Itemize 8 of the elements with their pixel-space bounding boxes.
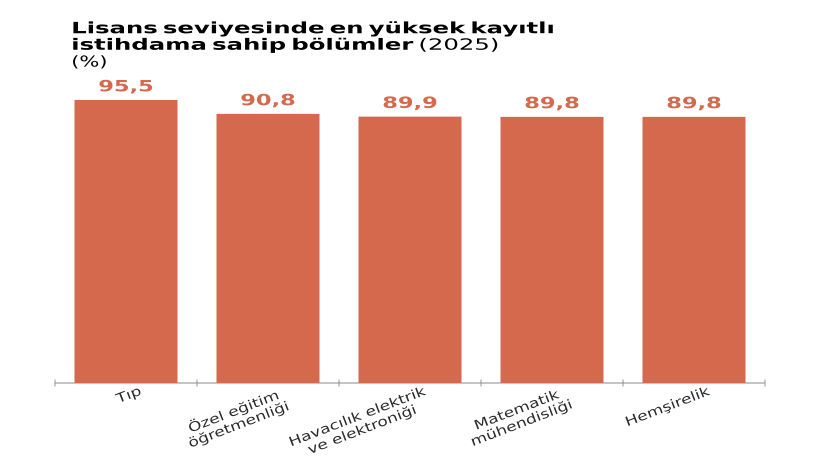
chart-title: Lisans seviyesinde en yüksek kayıtlı istihdama sahip bölümler (2025) bbox=[73, 21, 553, 53]
data-label: 95,5 bbox=[99, 80, 152, 94]
data-label: 90,8 bbox=[241, 94, 294, 108]
x-tick-label: Tıp bbox=[114, 388, 140, 402]
data-label: 89,9 bbox=[384, 96, 436, 110]
data-label: 89,8 bbox=[668, 96, 720, 110]
data-label: 89,8 bbox=[526, 96, 578, 110]
chart-subtitle: (%) bbox=[73, 55, 106, 69]
